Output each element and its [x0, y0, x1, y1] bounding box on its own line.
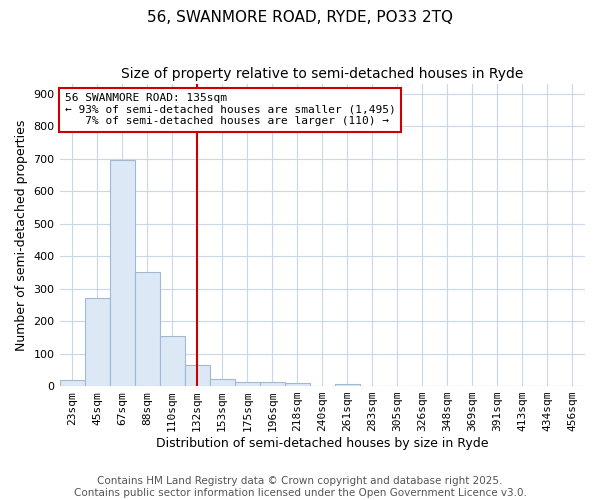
- Text: 56, SWANMORE ROAD, RYDE, PO33 2TQ: 56, SWANMORE ROAD, RYDE, PO33 2TQ: [147, 10, 453, 25]
- Bar: [134, 272, 160, 386]
- Bar: [235, 382, 260, 386]
- Text: Contains HM Land Registry data © Crown copyright and database right 2025.
Contai: Contains HM Land Registry data © Crown c…: [74, 476, 526, 498]
- Bar: [85, 298, 110, 386]
- X-axis label: Distribution of semi-detached houses by size in Ryde: Distribution of semi-detached houses by …: [156, 437, 488, 450]
- Text: 56 SWANMORE ROAD: 135sqm
← 93% of semi-detached houses are smaller (1,495)
   7%: 56 SWANMORE ROAD: 135sqm ← 93% of semi-d…: [65, 93, 395, 126]
- Y-axis label: Number of semi-detached properties: Number of semi-detached properties: [15, 120, 28, 351]
- Bar: [260, 382, 285, 386]
- Bar: [185, 365, 209, 386]
- Bar: [160, 336, 185, 386]
- Bar: [110, 160, 134, 386]
- Bar: [335, 384, 360, 386]
- Bar: [59, 380, 85, 386]
- Bar: [285, 384, 310, 386]
- Title: Size of property relative to semi-detached houses in Ryde: Size of property relative to semi-detach…: [121, 68, 523, 82]
- Bar: [209, 379, 235, 386]
